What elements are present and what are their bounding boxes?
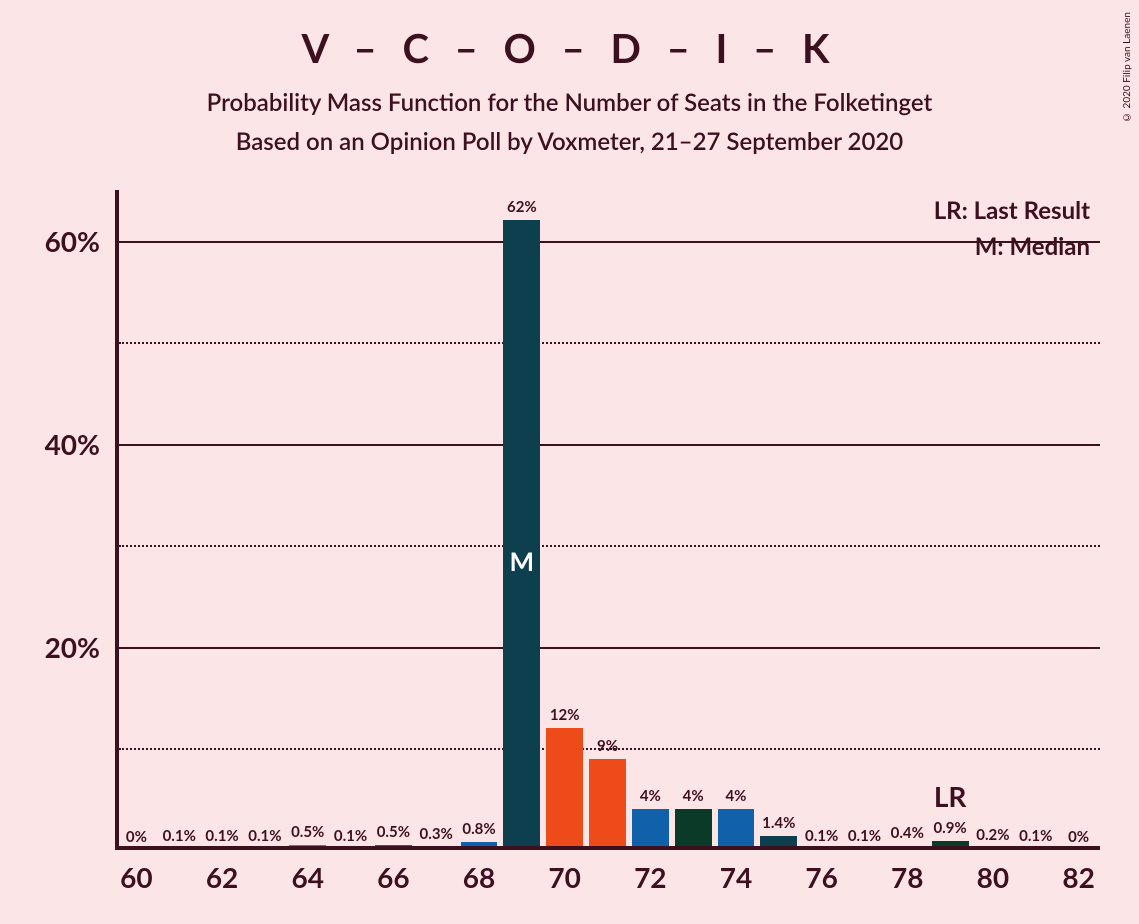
bar: [375, 845, 412, 846]
bar: [760, 836, 797, 846]
x-tick-label: 74: [706, 860, 766, 894]
bar-value-label: 4%: [640, 787, 661, 805]
grid-minor: [119, 342, 1100, 344]
bar: [632, 809, 669, 846]
bar-value-label: 4%: [683, 787, 704, 805]
bar-value-label: 62%: [507, 198, 537, 216]
bar-value-label: 0.1%: [1019, 827, 1052, 845]
last-result-marker: LR: [934, 779, 967, 813]
legend-lr: LR: Last Result: [934, 196, 1090, 225]
bar-value-label: 0.1%: [848, 827, 881, 845]
bar-value-label: 0.5%: [377, 823, 410, 841]
x-tick-label: 68: [449, 860, 509, 894]
x-tick-label: 64: [278, 860, 338, 894]
bar-value-label: 9%: [597, 737, 618, 755]
bar-value-label: 0.1%: [805, 827, 838, 845]
median-marker: M: [510, 545, 535, 577]
y-tick-label: 20%: [20, 630, 100, 664]
bar: [503, 220, 540, 846]
chart-title: V – C – O – D – I – K: [0, 0, 1139, 72]
x-tick-label: 62: [192, 860, 252, 894]
grid-major: [119, 647, 1100, 649]
bar-value-label: 12%: [550, 706, 580, 724]
bar: [675, 809, 712, 846]
bar: [461, 842, 498, 846]
x-tick-label: 82: [1049, 860, 1109, 894]
bar: [289, 845, 326, 846]
chart-subtitle-1: Probability Mass Function for the Number…: [0, 88, 1139, 117]
bar-value-label: 0.4%: [891, 824, 924, 842]
bar: [546, 728, 583, 846]
x-tick-label: 80: [963, 860, 1023, 894]
bar-value-label: 0.1%: [248, 827, 281, 845]
grid-major: [119, 241, 1100, 243]
copyright-text: © 2020 Filip van Laenen: [1121, 12, 1133, 123]
x-tick-label: 70: [535, 860, 595, 894]
x-tick-label: 66: [363, 860, 423, 894]
bar-value-label: 0.9%: [933, 819, 966, 837]
bar: [589, 759, 626, 846]
legend-m: M: Median: [975, 232, 1090, 261]
bar-value-label: 0.5%: [291, 823, 324, 841]
bar: [932, 841, 969, 846]
bar-value-label: 0%: [1068, 828, 1089, 846]
grid-major: [119, 444, 1100, 446]
bar-value-label: 0.3%: [420, 825, 453, 843]
bar-value-label: 1.4%: [762, 814, 795, 832]
x-axis: [115, 846, 1100, 850]
x-tick-label: 76: [792, 860, 852, 894]
bar: [718, 809, 755, 846]
bar-value-label: 0%: [126, 828, 147, 846]
grid-minor: [119, 545, 1100, 547]
chart-subtitle-2: Based on an Opinion Poll by Voxmeter, 21…: [0, 127, 1139, 156]
x-tick-label: 72: [620, 860, 680, 894]
y-axis: [115, 190, 119, 850]
x-tick-label: 78: [877, 860, 937, 894]
y-tick-label: 60%: [20, 224, 100, 258]
bar-value-label: 4%: [725, 787, 746, 805]
bar-value-label: 0.1%: [205, 827, 238, 845]
bar-value-label: 0.2%: [976, 826, 1009, 844]
x-tick-label: 60: [106, 860, 166, 894]
bar-value-label: 0.1%: [163, 827, 196, 845]
chart-plot-area: LR: Last Result M: Median 20%40%60%60626…: [115, 190, 1100, 850]
bar-value-label: 0.1%: [334, 827, 367, 845]
y-tick-label: 40%: [20, 427, 100, 461]
bar-value-label: 0.8%: [462, 820, 495, 838]
